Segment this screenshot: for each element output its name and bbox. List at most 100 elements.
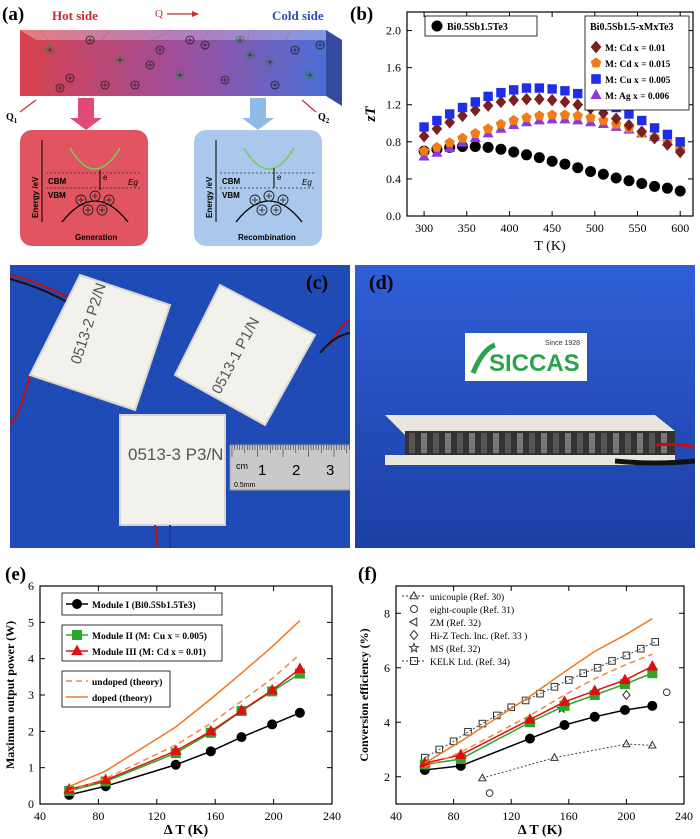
data-point	[598, 115, 609, 125]
data-point	[431, 146, 443, 157]
series-3	[68, 653, 301, 792]
data-point	[482, 141, 494, 153]
data-point	[455, 748, 467, 760]
module-leg	[553, 433, 559, 453]
gen-holes	[75, 190, 115, 216]
data-point	[408, 642, 420, 653]
series-line	[482, 743, 653, 779]
data-point	[619, 704, 630, 715]
gen-caption: Generation	[75, 233, 117, 242]
rec-eg: Eg	[302, 178, 312, 187]
data-point	[469, 140, 481, 152]
data-point	[457, 132, 468, 143]
series-1	[485, 688, 671, 797]
data-point	[610, 172, 622, 184]
x-tick-label: 550	[629, 221, 647, 235]
y-tick-label: 4	[384, 715, 390, 729]
panel-a: (a) Hot side Cold side Q Q1 Q2 Energy	[2, 4, 342, 246]
x-tick-label: 600	[671, 221, 689, 235]
photo-siccas-drawing: SICCAS Since 1928 (d)	[355, 265, 695, 548]
legend-entry: unicouple (Ref. 30)	[430, 592, 504, 603]
x-tick-label: 120	[148, 809, 166, 823]
hole-carrier	[55, 83, 65, 93]
generation-arrow	[70, 98, 102, 130]
y-tick-label: 2	[384, 770, 390, 784]
module-top-plate	[385, 415, 675, 435]
hole-carrier	[265, 57, 275, 67]
legend-modules-box	[61, 624, 223, 662]
x-tick-label: 160	[206, 809, 224, 823]
data-point	[649, 123, 660, 133]
data-point	[675, 137, 685, 147]
band-hole	[103, 194, 115, 206]
data-point	[624, 109, 634, 119]
data-point	[524, 713, 536, 724]
data-point	[550, 683, 559, 691]
recombination-arrow	[242, 98, 274, 130]
data-point	[536, 689, 544, 698]
gen-cbm: CBM	[48, 177, 67, 186]
data-point	[521, 149, 533, 161]
module-leg	[445, 433, 451, 453]
y-tick-label: 6	[384, 661, 390, 675]
chart-output-power: 40 80 120 160 200 240 0 1 2 3 4 5 6(e) Δ T (K) Maximum…	[3, 564, 341, 838]
data-point	[485, 789, 494, 797]
data-point	[495, 143, 507, 155]
hole-carrier	[145, 60, 155, 70]
heat-arrow-head-icon	[192, 11, 199, 17]
x-axis-label: T (K)	[534, 239, 566, 254]
data-point	[170, 759, 181, 770]
data-point	[418, 130, 430, 143]
hole-carrier	[315, 40, 325, 50]
series-0	[418, 140, 686, 197]
data-point	[235, 704, 248, 715]
hole-carrier	[115, 55, 125, 65]
q2-arrow	[301, 99, 317, 113]
module-bottom-plate	[385, 455, 675, 465]
data-point	[546, 109, 558, 120]
data-point	[591, 74, 601, 84]
legend-entry: Module III (M: Cd x = 0.01)	[92, 647, 206, 658]
data-point	[508, 115, 519, 125]
gen-electron: e	[103, 173, 108, 182]
x-tick-label: 40	[390, 809, 402, 823]
data-point	[431, 141, 443, 152]
x-tick-label: 200	[265, 809, 283, 823]
band-hole	[277, 194, 289, 206]
module-leg	[493, 433, 499, 453]
data-point	[419, 122, 429, 132]
hole-carrier	[245, 50, 255, 60]
module-leg	[613, 433, 619, 453]
data-point	[508, 93, 519, 107]
legend-entry: M: Ag x = 0.006	[605, 92, 670, 102]
y-tick-label: 6	[28, 579, 34, 593]
data-point	[585, 165, 597, 177]
x-axis-label: Δ T (K)	[164, 823, 209, 838]
data-point	[435, 745, 444, 754]
legend-entry: doped (theory)	[92, 693, 152, 704]
data-point	[622, 651, 631, 660]
data-point	[546, 93, 558, 107]
legend-entry: M: Cu x = 0.005	[605, 76, 671, 86]
gen-vbm: VBM	[48, 191, 66, 200]
data-point	[608, 657, 616, 665]
ruler-ticks	[231, 445, 350, 457]
module-leg	[457, 433, 463, 453]
data-point	[549, 752, 559, 761]
data-point	[593, 663, 602, 672]
data-point	[546, 155, 558, 167]
data-point	[547, 84, 557, 94]
series-line	[424, 653, 653, 768]
rec-electron: e	[277, 173, 282, 182]
rec-vbm: VBM	[222, 191, 240, 200]
y-tick-label: 0	[28, 797, 34, 811]
module-leg	[541, 433, 547, 453]
data-point	[477, 773, 487, 782]
hole-carrier	[185, 35, 195, 45]
gen-energy-label: Energy /eV	[31, 176, 40, 218]
series-line	[424, 665, 653, 764]
hole-carrier	[305, 70, 315, 80]
x-tick-label: 500	[586, 221, 604, 235]
rec-cbm: CBM	[222, 177, 241, 186]
siccas-logo-mark-icon	[470, 342, 496, 374]
